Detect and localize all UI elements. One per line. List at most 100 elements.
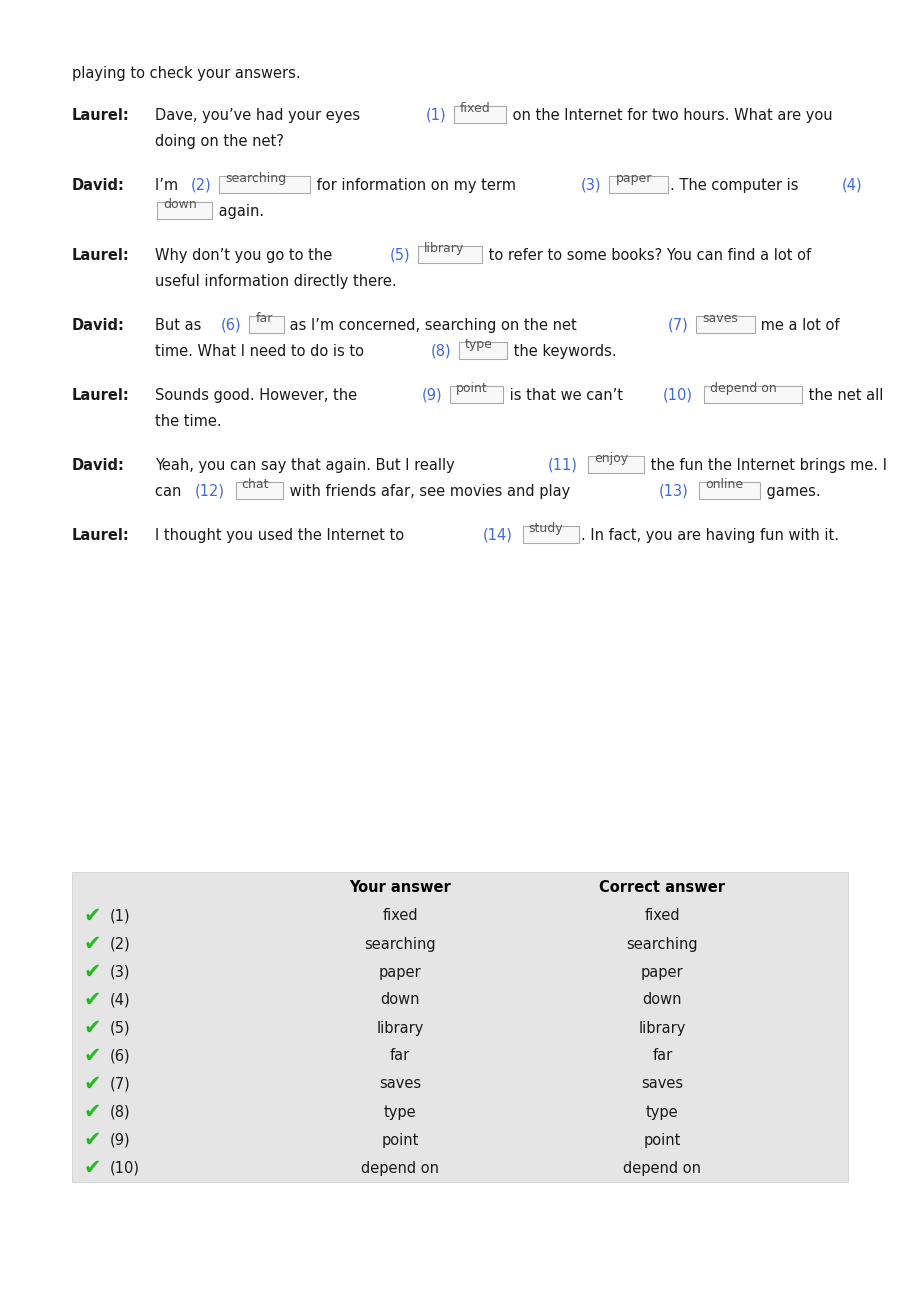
FancyBboxPatch shape xyxy=(72,872,847,1182)
FancyBboxPatch shape xyxy=(449,385,503,404)
Text: paper: paper xyxy=(641,965,683,979)
Text: (14): (14) xyxy=(482,529,512,543)
Text: (8): (8) xyxy=(430,344,451,359)
Text: down: down xyxy=(380,992,419,1008)
Text: Your answer: Your answer xyxy=(349,879,450,894)
Text: type: type xyxy=(464,339,493,352)
Text: (4): (4) xyxy=(841,178,862,193)
FancyBboxPatch shape xyxy=(587,456,643,473)
Text: type: type xyxy=(383,1104,416,1120)
Text: (9): (9) xyxy=(421,388,442,404)
Text: ✔: ✔ xyxy=(84,934,101,954)
Text: . In fact, you are having fun with it.: . In fact, you are having fun with it. xyxy=(581,529,838,543)
Text: again.: again. xyxy=(214,204,264,219)
Text: searching: searching xyxy=(364,936,436,952)
Text: Laurel:: Laurel: xyxy=(72,247,130,263)
Text: (5): (5) xyxy=(110,1021,130,1035)
Text: library: library xyxy=(424,242,464,255)
Text: (6): (6) xyxy=(110,1048,130,1064)
Text: (2): (2) xyxy=(190,178,211,193)
Text: (10): (10) xyxy=(110,1160,140,1176)
Text: fixed: fixed xyxy=(644,909,679,923)
Text: ✔: ✔ xyxy=(84,1018,101,1038)
Text: down: down xyxy=(642,992,681,1008)
Text: down: down xyxy=(163,198,197,211)
Text: (8): (8) xyxy=(110,1104,130,1120)
Text: far: far xyxy=(255,312,272,326)
Text: chat: chat xyxy=(242,478,268,491)
FancyBboxPatch shape xyxy=(156,202,212,219)
Text: (9): (9) xyxy=(110,1133,130,1147)
Text: as I’m concerned, searching on the net: as I’m concerned, searching on the net xyxy=(285,318,581,333)
FancyBboxPatch shape xyxy=(703,385,801,404)
Text: playing to check your answers.: playing to check your answers. xyxy=(72,66,301,81)
Text: (1): (1) xyxy=(110,909,130,923)
Text: type: type xyxy=(645,1104,678,1120)
Text: Dave, you’ve had your eyes: Dave, you’ve had your eyes xyxy=(154,108,364,122)
Text: enjoy: enjoy xyxy=(594,453,628,465)
Text: fixed: fixed xyxy=(382,909,417,923)
Text: ✔: ✔ xyxy=(84,1046,101,1066)
FancyBboxPatch shape xyxy=(459,342,506,359)
Text: ✔: ✔ xyxy=(84,1130,101,1150)
Text: fixed: fixed xyxy=(460,103,490,116)
Text: me a lot of: me a lot of xyxy=(755,318,839,333)
Text: Yeah, you can say that again. But I really: Yeah, you can say that again. But I real… xyxy=(154,458,459,473)
Text: on the Internet for two hours. What are you: on the Internet for two hours. What are … xyxy=(507,108,832,122)
Text: can: can xyxy=(154,484,186,499)
Text: library: library xyxy=(376,1021,424,1035)
Text: far: far xyxy=(390,1048,410,1064)
Text: searching: searching xyxy=(225,172,286,185)
Text: for information on my term: for information on my term xyxy=(312,178,520,193)
Text: But as: But as xyxy=(154,318,206,333)
Text: the time.: the time. xyxy=(154,414,221,428)
Text: study: study xyxy=(528,522,562,535)
Text: point: point xyxy=(456,383,487,396)
Text: (4): (4) xyxy=(110,992,130,1008)
FancyBboxPatch shape xyxy=(235,482,283,499)
Text: Sounds good. However, the: Sounds good. However, the xyxy=(154,388,361,404)
Text: . The computer is: . The computer is xyxy=(669,178,802,193)
Text: I’m: I’m xyxy=(154,178,183,193)
Text: point: point xyxy=(643,1133,680,1147)
Text: Correct answer: Correct answer xyxy=(599,879,724,894)
Text: David:: David: xyxy=(72,318,125,333)
FancyBboxPatch shape xyxy=(417,246,482,263)
Text: (5): (5) xyxy=(390,247,410,263)
Text: to refer to some books? You can find a lot of: to refer to some books? You can find a l… xyxy=(483,247,810,263)
Text: ✔: ✔ xyxy=(84,906,101,926)
Text: Laurel:: Laurel: xyxy=(72,388,130,404)
Text: depend on: depend on xyxy=(623,1160,700,1176)
Text: searching: searching xyxy=(626,936,698,952)
Text: with friends afar, see movies and play: with friends afar, see movies and play xyxy=(285,484,574,499)
Text: (12): (12) xyxy=(195,484,225,499)
Text: (6): (6) xyxy=(221,318,241,333)
Text: library: library xyxy=(638,1021,686,1035)
Text: (3): (3) xyxy=(581,178,601,193)
Text: ✔: ✔ xyxy=(84,990,101,1010)
Text: the net all: the net all xyxy=(802,388,882,404)
Text: time. What I need to do is to: time. What I need to do is to xyxy=(154,344,369,359)
Text: I thought you used the Internet to: I thought you used the Internet to xyxy=(154,529,408,543)
Text: Laurel:: Laurel: xyxy=(72,108,130,122)
FancyBboxPatch shape xyxy=(608,176,668,193)
Text: David:: David: xyxy=(72,458,125,473)
FancyBboxPatch shape xyxy=(249,316,283,333)
Text: (7): (7) xyxy=(110,1077,130,1091)
Text: ✔: ✔ xyxy=(84,1074,101,1094)
Text: Laurel:: Laurel: xyxy=(72,529,130,543)
FancyBboxPatch shape xyxy=(454,105,505,122)
Text: ✔: ✔ xyxy=(84,1101,101,1122)
Text: saves: saves xyxy=(701,312,737,326)
Text: (10): (10) xyxy=(663,388,692,404)
Text: saves: saves xyxy=(379,1077,421,1091)
Text: (11): (11) xyxy=(547,458,577,473)
Text: depend on: depend on xyxy=(361,1160,438,1176)
Text: (3): (3) xyxy=(110,965,130,979)
Text: depend on: depend on xyxy=(709,383,776,396)
Text: online: online xyxy=(704,478,743,491)
Text: Why don’t you go to the: Why don’t you go to the xyxy=(154,247,336,263)
Text: useful information directly there.: useful information directly there. xyxy=(154,273,396,289)
Text: doing on the net?: doing on the net? xyxy=(154,134,284,148)
Text: ✔: ✔ xyxy=(84,962,101,982)
